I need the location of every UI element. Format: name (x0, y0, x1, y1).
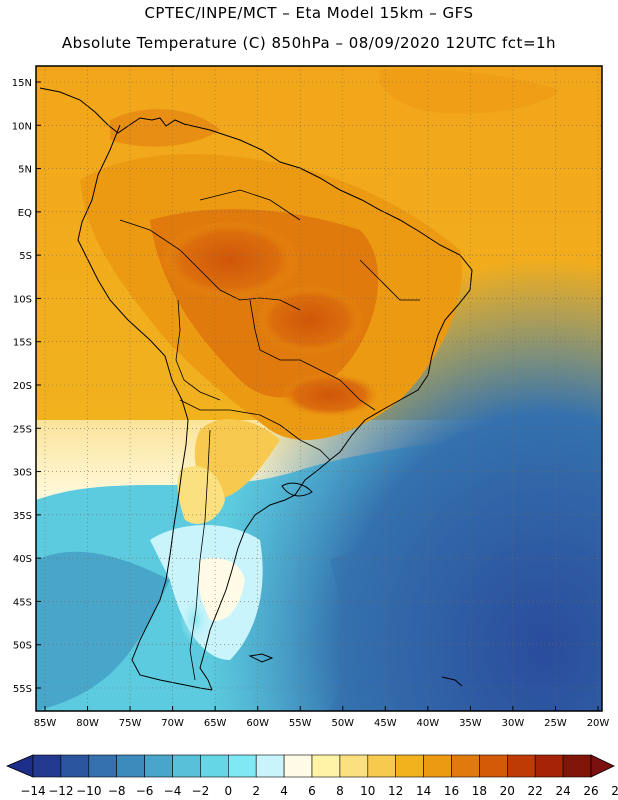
colorbar-label: 26 (583, 784, 598, 798)
colorbar-low-arrow (5, 754, 34, 778)
colorbar-high-arrow (590, 754, 615, 778)
temperature-field (36, 66, 602, 711)
latitude-label: 45S (13, 597, 32, 608)
title-model: CPTEC/INPE/MCT – Eta Model 15km – GFS (144, 4, 474, 22)
title-field: Absolute Temperature (C) 850hPa – 08/09/… (61, 34, 557, 52)
country-borders (119, 189, 420, 681)
longitude-label: 75W (119, 718, 142, 729)
latitude-label: 15S (13, 338, 32, 349)
colorbar-label: −4 (164, 784, 182, 798)
colorbar: −14 −12 −10 −8 −6 −4 −2 0 2 4 6 8 10 12 14 16 18 20 22 24 26… (5, 754, 618, 798)
colorbar-label: 12 (388, 784, 403, 798)
colorbar-label: 6 (308, 784, 316, 798)
colorbar-segment (479, 754, 508, 778)
colorbar-label: 28 (611, 784, 618, 798)
colorbar-label: 20 (500, 784, 515, 798)
latitude-label: 30S (13, 468, 32, 479)
latitude-label: 5S (19, 251, 32, 262)
colorbar-segment (32, 754, 62, 778)
colorbar-segment (116, 754, 145, 778)
colorbar-segment (423, 754, 452, 778)
latitude-label: 25S (13, 424, 32, 435)
colorbar-segment (534, 754, 564, 778)
latitude-label: 15N (12, 78, 32, 89)
longitude-label: 65W (204, 718, 227, 729)
latitude-label: 40S (13, 554, 32, 565)
colorbar-segment (395, 754, 424, 778)
longitude-label: 55W (289, 718, 312, 729)
colorbar-segment (144, 754, 173, 778)
colorbar-segment (451, 754, 480, 778)
colorbar-segment (562, 754, 592, 778)
longitude-label: 50W (331, 718, 354, 729)
colorbar-label: −2 (192, 784, 210, 798)
longitude-axis: 85W 80W 75W 70W 65W 60W 55W 50W 45W 40W 35W 30W 25W 2… (34, 706, 610, 729)
colorbar-segment (200, 754, 229, 778)
colorbar-label: 0 (224, 784, 232, 798)
map-frame (35, 65, 603, 712)
colorbar-label: 10 (360, 784, 375, 798)
latitude-label: 5N (18, 165, 32, 176)
colorbar-segment (228, 754, 257, 778)
colorbar-label: −8 (108, 784, 126, 798)
colorbar-label: 16 (444, 784, 459, 798)
colorbar-label: 14 (416, 784, 431, 798)
longitude-label: 40W (417, 718, 440, 729)
longitude-label: 25W (544, 718, 567, 729)
longitude-label: 20W (587, 718, 610, 729)
latitude-label: EQ (18, 208, 32, 219)
colorbar-label: 2 (252, 784, 260, 798)
colorbar-segment (255, 754, 285, 778)
colorbar-label: 18 (472, 784, 487, 798)
longitude-label: 80W (76, 718, 99, 729)
latitude-label: 50S (13, 641, 32, 652)
colorbar-segment (506, 754, 536, 778)
latitude-label: 20S (13, 381, 32, 392)
colorbar-label: −10 (76, 784, 101, 798)
longitude-label: 45W (374, 718, 397, 729)
latitude-label: 35S (13, 511, 32, 522)
longitude-label: 70W (161, 718, 184, 729)
coastlines (39, 87, 473, 691)
colorbar-label: −6 (136, 784, 154, 798)
longitude-label: 35W (459, 718, 482, 729)
colorbar-label: 22 (528, 784, 543, 798)
longitude-label: 85W (34, 718, 57, 729)
latitude-axis: 15N 10N 5N EQ 5S 10S 15S 20S 25S 30S 35S 40S 45S 50S 5… (12, 78, 41, 695)
colorbar-segment (367, 754, 396, 778)
latitude-label: 55S (13, 684, 32, 695)
longitude-label: 60W (246, 718, 269, 729)
latitude-label: 10N (12, 121, 32, 132)
colorbar-segment (88, 754, 118, 778)
colorbar-label: 8 (336, 784, 344, 798)
colorbar-segment (172, 754, 201, 778)
longitude-label: 30W (502, 718, 525, 729)
colorbar-label: −14 (20, 784, 45, 798)
colorbar-label: 24 (555, 784, 570, 798)
colorbar-label: 4 (280, 784, 288, 798)
colorbar-label: −12 (48, 784, 73, 798)
colorbar-segment (283, 754, 313, 778)
colorbar-segment (339, 754, 369, 778)
colorbar-segment (311, 754, 341, 778)
latitude-label: 10S (13, 294, 32, 305)
colorbar-segment (60, 754, 90, 778)
